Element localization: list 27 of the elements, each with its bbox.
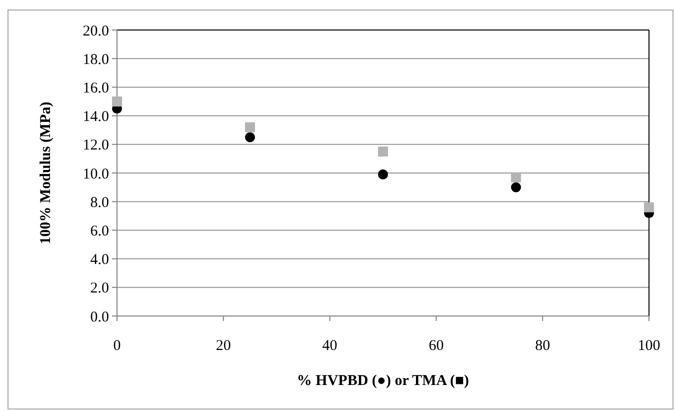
x-axis-title: % HVPBD (●) or TMA (■)	[296, 373, 470, 389]
y-tick-label: 8.0	[90, 194, 109, 211]
x-tick-label: 40	[322, 338, 338, 354]
x-tick-label: 20	[216, 338, 231, 354]
y-tick-label: 18.0	[82, 52, 109, 68]
y-tick-label: 0.0	[90, 309, 109, 326]
point	[378, 146, 388, 157]
point	[644, 202, 654, 212]
y-tick-label: 2.0	[90, 280, 109, 297]
x-tick-label: 100	[638, 338, 660, 354]
y-tick-label: 20.0	[82, 23, 109, 40]
y-tick-label: 10.0	[82, 166, 109, 182]
x-tick-label: 0	[113, 338, 121, 354]
point	[511, 172, 521, 182]
x-tick-label: 60	[428, 338, 444, 354]
y-tick-label: 14.0	[82, 109, 109, 126]
x-tick-label: 80	[535, 338, 550, 354]
point	[378, 169, 388, 180]
point	[245, 122, 255, 132]
y-tick-label: 4.0	[90, 252, 109, 268]
y-tick-label: 12.0	[82, 138, 109, 154]
y-tick-label: 6.0	[90, 223, 109, 240]
point	[245, 132, 255, 142]
y-axis-title: 100% Modulus (MPa)	[38, 102, 54, 244]
point	[112, 96, 122, 106]
y-tick-label: 16.0	[82, 80, 109, 96]
point	[511, 182, 521, 192]
